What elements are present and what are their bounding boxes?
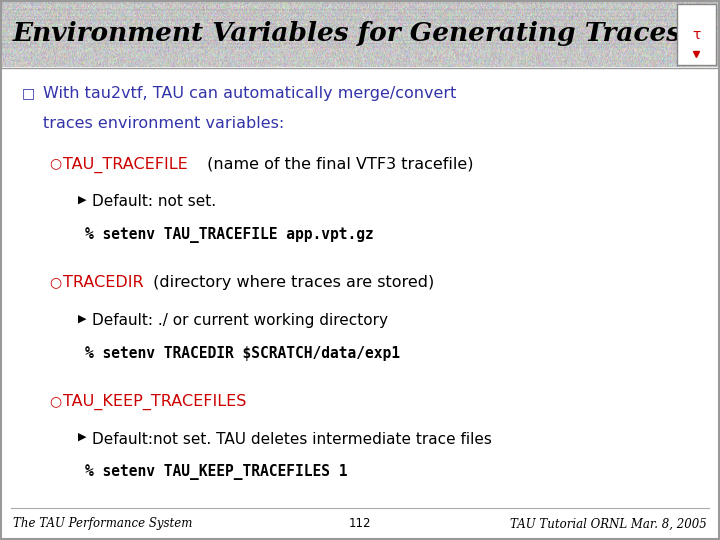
Text: % setenv TAU_KEEP_TRACEFILES 1: % setenv TAU_KEEP_TRACEFILES 1 <box>85 464 348 481</box>
Bar <box>677 4 716 65</box>
Text: ○: ○ <box>49 275 61 289</box>
Text: ▶: ▶ <box>78 313 86 323</box>
Text: □: □ <box>22 86 35 100</box>
Text: (name of the final VTF3 tracefile): (name of the final VTF3 tracefile) <box>202 157 473 172</box>
Text: ○: ○ <box>49 394 61 408</box>
Text: Default:not set. TAU deletes intermediate trace files: Default:not set. TAU deletes intermediat… <box>92 432 492 447</box>
Text: % setenv TAU_TRACEFILE app.vpt.gz: % setenv TAU_TRACEFILE app.vpt.gz <box>85 227 374 243</box>
Text: TAU_KEEP_TRACEFILES: TAU_KEEP_TRACEFILES <box>63 394 247 410</box>
Text: ▶: ▶ <box>78 194 86 205</box>
Text: ▶: ▶ <box>78 432 86 442</box>
Text: % setenv TRACEDIR $SCRATCH/data/exp1: % setenv TRACEDIR $SCRATCH/data/exp1 <box>85 346 400 361</box>
Text: With tau2vtf, TAU can automatically merge/convert: With tau2vtf, TAU can automatically merg… <box>43 86 456 102</box>
Text: Default: not set.: Default: not set. <box>92 194 216 210</box>
Text: Environment Variables for Generating Traces: Environment Variables for Generating Tra… <box>13 21 682 46</box>
Text: τ: τ <box>692 28 701 42</box>
Text: (directory where traces are stored): (directory where traces are stored) <box>148 275 435 291</box>
Text: ○: ○ <box>49 157 61 171</box>
Text: 112: 112 <box>348 517 372 530</box>
Text: TAU Tutorial ORNL Mar. 8, 2005: TAU Tutorial ORNL Mar. 8, 2005 <box>510 517 707 530</box>
Text: Default: ./ or current working directory: Default: ./ or current working directory <box>92 313 388 328</box>
Text: The TAU Performance System: The TAU Performance System <box>13 517 192 530</box>
Text: traces environment variables:: traces environment variables: <box>43 116 284 131</box>
Text: TRACEDIR: TRACEDIR <box>63 275 144 291</box>
Text: TAU_TRACEFILE: TAU_TRACEFILE <box>63 157 188 173</box>
